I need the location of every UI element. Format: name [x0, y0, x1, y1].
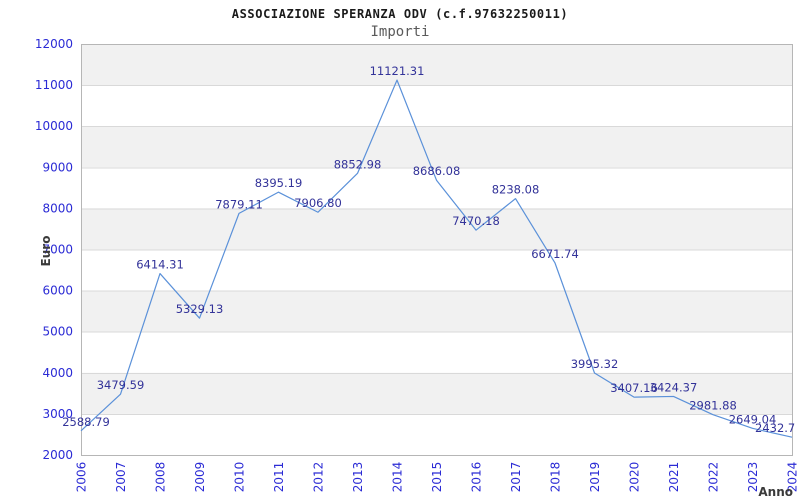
y-tick-label: 10000	[35, 119, 73, 133]
x-tick-label: 2022	[707, 462, 721, 493]
x-tick-label: 2024	[786, 462, 800, 493]
point-label: 3479.59	[97, 378, 145, 392]
chart-title: ASSOCIAZIONE SPERANZA ODV (c.f.976322500…	[231, 7, 569, 21]
plot-band	[81, 372, 792, 414]
point-label: 2432.7	[755, 421, 795, 435]
x-tick-label: 2021	[667, 462, 681, 493]
point-label: 3407.16	[610, 381, 658, 395]
y-tick-label: 4000	[42, 366, 73, 380]
y-axis-label: Euro	[39, 236, 53, 267]
data-line	[80, 79, 793, 438]
x-tick-label: 2010	[233, 462, 247, 493]
x-tick-label: 2015	[430, 462, 444, 493]
x-tick-label: 2017	[509, 462, 523, 493]
y-tick-label: 2000	[42, 448, 73, 462]
point-label: 8395.19	[255, 176, 303, 190]
chart-subtitle: Importi	[370, 24, 430, 40]
x-tick-label: 2011	[272, 462, 286, 493]
plot-band	[81, 126, 792, 168]
x-tick-label: 2007	[114, 462, 128, 493]
point-label: 8852.98	[334, 157, 382, 171]
point-label: 3995.32	[571, 357, 619, 371]
y-tick-label: 5000	[42, 325, 73, 339]
point-label: 11121.31	[370, 64, 425, 78]
x-tick-label: 2018	[549, 462, 563, 493]
x-tick-label: 2014	[391, 462, 405, 493]
x-tick-label: 2016	[470, 462, 484, 493]
y-tick-label: 11000	[35, 78, 73, 92]
x-tick-label: 2009	[193, 462, 207, 493]
y-tick-label: 12000	[35, 37, 73, 51]
x-tick-label: 2020	[628, 462, 642, 493]
point-label: 8238.08	[492, 183, 540, 197]
plot-band	[81, 208, 792, 250]
point-label: 2588.79	[62, 415, 110, 429]
point-label: 7879.11	[215, 197, 263, 211]
point-label: 2649.04	[729, 412, 777, 426]
point-label: 3424.37	[650, 380, 698, 394]
y-tick-label: 7000	[42, 243, 73, 257]
point-label: 2981.88	[689, 399, 737, 413]
point-label: 6414.31	[136, 258, 184, 272]
plot-band	[81, 290, 792, 332]
point-label: 6671.74	[531, 247, 579, 261]
point-label: 7906.80	[294, 196, 342, 210]
plot-band	[81, 44, 792, 86]
plot-border	[81, 44, 793, 456]
y-tick-label: 9000	[42, 160, 73, 174]
x-tick-label: 2023	[746, 462, 760, 493]
x-tick-label: 2019	[588, 462, 602, 493]
x-tick-label: 2012	[312, 462, 326, 493]
x-tick-label: 2008	[154, 462, 168, 493]
y-tick-label: 6000	[42, 284, 73, 298]
point-label: 7470.18	[452, 214, 500, 228]
y-tick-label: 8000	[42, 201, 73, 215]
point-label: 8686.08	[413, 164, 461, 178]
x-axis-label: Anno	[758, 485, 793, 499]
x-tick-label: 2006	[75, 462, 89, 493]
x-tick-label: 2013	[351, 462, 365, 493]
y-tick-label: 3000	[42, 407, 73, 421]
point-label: 5329.13	[176, 302, 224, 316]
